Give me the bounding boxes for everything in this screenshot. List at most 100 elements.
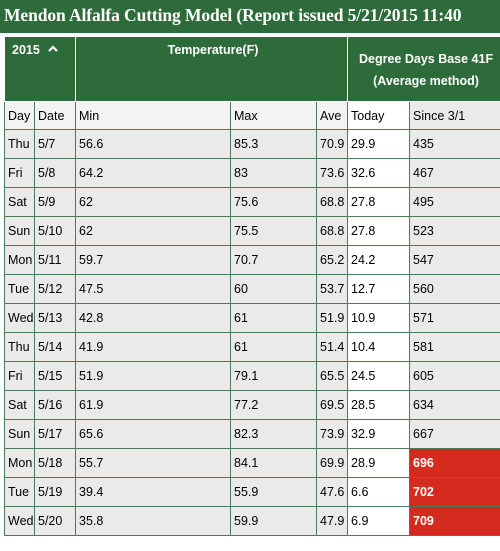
table-row: Tue 5/12 47.5 60 53.7 12.7 560 (4, 274, 500, 304)
col-ave: Ave (315, 101, 349, 130)
cell-today: 28.5 (347, 390, 411, 420)
cell-today: 32.6 (347, 158, 411, 188)
cell-today: 24.5 (347, 361, 411, 391)
cell-today: 10.4 (347, 332, 411, 362)
table-row: Mon 5/11 59.7 70.7 65.2 24.2 547 (4, 245, 500, 275)
alert-value: 709 (413, 514, 434, 528)
alert-value: 702 (413, 485, 434, 499)
cell-since: 435 (409, 129, 500, 159)
cell-max: 77.2 (230, 390, 317, 420)
cell-ave: 47.6 (315, 477, 349, 507)
cell-day: Wed (4, 303, 35, 333)
cell-since: 709 (409, 506, 500, 536)
table-row: Tue 5/19 39.4 55.9 47.6 6.6 702 (4, 477, 500, 507)
cell-min: 62 (75, 216, 231, 246)
cell-date: 5/14 (34, 332, 76, 362)
cell-today: 27.8 (347, 216, 411, 246)
cell-min: 59.7 (75, 245, 231, 275)
degree-day-table: 2015 Temperature(F) Degree Days Base 41F… (4, 36, 500, 536)
table-row: Sat 5/9 62 75.6 68.8 27.8 495 (4, 187, 500, 217)
cell-today: 6.9 (347, 506, 411, 536)
table-row: Sat 5/16 61.9 77.2 69.5 28.5 634 (4, 390, 500, 420)
cell-min: 35.8 (75, 506, 231, 536)
table-row: Mon 5/18 55.7 84.1 69.9 28.9 696 (4, 448, 500, 478)
cell-since: 571 (409, 303, 500, 333)
col-today: Today (347, 101, 411, 130)
cell-today: 24.2 (347, 245, 411, 275)
cell-max: 55.9 (230, 477, 317, 507)
cell-ave: 51.9 (315, 303, 349, 333)
temperature-header: Temperature(F) (74, 36, 349, 102)
cell-ave: 47.9 (315, 506, 349, 536)
cell-today: 27.8 (347, 187, 411, 217)
cell-since: 560 (409, 274, 500, 304)
cell-ave: 73.9 (315, 419, 349, 449)
table-row: Fri 5/15 51.9 79.1 65.5 24.5 605 (4, 361, 500, 391)
cell-today: 29.9 (347, 129, 411, 159)
cell-min: 41.9 (75, 332, 231, 362)
cell-min: 65.6 (75, 419, 231, 449)
cell-day: Mon (4, 448, 35, 478)
cell-day: Thu (4, 129, 35, 159)
cell-max: 59.9 (230, 506, 317, 536)
cell-ave: 70.9 (315, 129, 349, 159)
cell-ave: 73.6 (315, 158, 349, 188)
year-header[interactable]: 2015 (4, 36, 76, 102)
cell-today: 12.7 (347, 274, 411, 304)
cell-day: Fri (4, 158, 35, 188)
cell-since: 495 (409, 187, 500, 217)
col-day: Day (4, 101, 35, 130)
cell-since: 467 (409, 158, 500, 188)
degree-days-title: Degree Days Base 41F (358, 52, 494, 66)
column-header-row: Day Date Min Max Ave Today Since 3/1 (4, 101, 500, 130)
cell-max: 60 (230, 274, 317, 304)
cell-date: 5/18 (34, 448, 76, 478)
cell-ave: 53.7 (315, 274, 349, 304)
col-date: Date (34, 101, 76, 130)
table-row: Thu 5/7 56.6 85.3 70.9 29.9 435 (4, 129, 500, 159)
cell-since: 702 (409, 477, 500, 507)
cell-day: Fri (4, 361, 35, 391)
cell-max: 75.6 (230, 187, 317, 217)
cell-ave: 65.5 (315, 361, 349, 391)
table-row: Sun 5/10 62 75.5 68.8 27.8 523 (4, 216, 500, 246)
table-body: Thu 5/7 56.6 85.3 70.9 29.9 435 Fri 5/8 64.2 83 73.… (4, 129, 500, 536)
cell-max: 75.5 (230, 216, 317, 246)
cell-day: Mon (4, 245, 35, 275)
cell-day: Sun (4, 216, 35, 246)
cell-today: 6.6 (347, 477, 411, 507)
cell-date: 5/19 (34, 477, 76, 507)
cell-min: 61.9 (75, 390, 231, 420)
degree-days-method: (Average method) (373, 74, 479, 88)
cell-date: 5/15 (34, 361, 76, 391)
cell-ave: 69.9 (315, 448, 349, 478)
cell-date: 5/20 (34, 506, 76, 536)
degree-days-header: Degree Days Base 41F (Average method) (347, 36, 500, 102)
cell-min: 55.7 (75, 448, 231, 478)
cell-today: 28.9 (347, 448, 411, 478)
col-since: Since 3/1 (409, 101, 500, 130)
cell-day: Wed (4, 506, 35, 536)
report-table-wrapper: 2015 Temperature(F) Degree Days Base 41F… (4, 36, 500, 551)
cell-max: 79.1 (230, 361, 317, 391)
cell-day: Thu (4, 332, 35, 362)
cell-ave: 68.8 (315, 216, 349, 246)
cell-max: 61 (230, 303, 317, 333)
cell-date: 5/8 (34, 158, 76, 188)
cell-date: 5/11 (34, 245, 76, 275)
cell-max: 84.1 (230, 448, 317, 478)
cell-date: 5/7 (34, 129, 76, 159)
cell-today: 32.9 (347, 419, 411, 449)
cell-since: 581 (409, 332, 500, 362)
cell-min: 51.9 (75, 361, 231, 391)
cell-day: Sun (4, 419, 35, 449)
cell-day: Sat (4, 187, 35, 217)
cell-date: 5/10 (34, 216, 76, 246)
cell-date: 5/9 (34, 187, 76, 217)
group-header-row: 2015 Temperature(F) Degree Days Base 41F… (4, 36, 500, 102)
cell-since: 696 (409, 448, 500, 478)
table-row: Fri 5/8 64.2 83 73.6 32.6 467 (4, 158, 500, 188)
cell-min: 64.2 (75, 158, 231, 188)
cell-ave: 69.5 (315, 390, 349, 420)
col-max: Max (230, 101, 317, 130)
